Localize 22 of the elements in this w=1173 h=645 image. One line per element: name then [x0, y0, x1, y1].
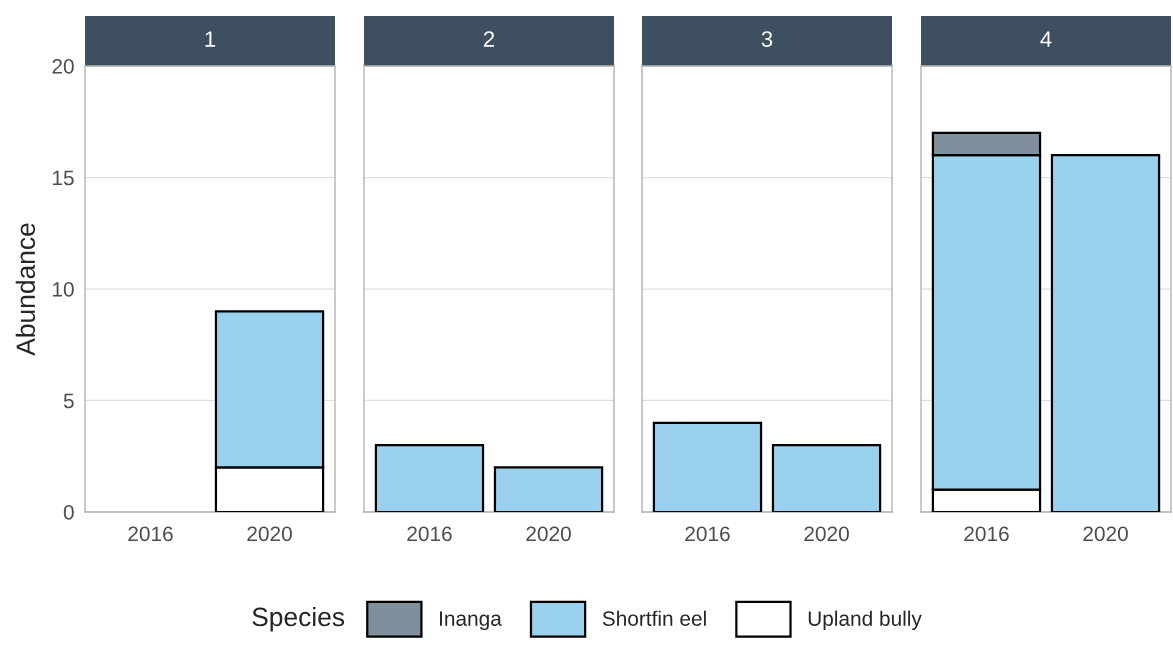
x-tick-label: 2016	[964, 526, 1009, 542]
x-tick-label: 2016	[685, 526, 730, 542]
legend-label: Inanga	[440, 611, 502, 631]
x-tick-label: 2016	[128, 526, 173, 542]
chart-title: 1	[205, 31, 216, 47]
y-tick-label: 20	[52, 59, 74, 74]
chart-title: 3	[761, 31, 773, 47]
x-tick-label: 2020	[526, 526, 571, 542]
x-tick-label: 2020	[804, 526, 849, 542]
legend-label: Upland bully	[808, 610, 922, 631]
legend-label: Shortfin eel	[602, 610, 706, 626]
y-tick-label: 0	[63, 505, 74, 520]
x-tick-label: 2020	[247, 526, 292, 542]
y-tick-label: 5	[63, 393, 74, 409]
y-axis-title: Abundance	[15, 223, 36, 356]
x-tick-label: 2016	[407, 526, 452, 542]
y-tick-label: 15	[53, 170, 74, 186]
x-tick-label: 2020	[1083, 526, 1128, 542]
legend-title: Species	[252, 606, 345, 632]
chart-title: 4	[1040, 31, 1052, 47]
chart-title: 2	[483, 31, 495, 47]
y-tick-label: 10	[53, 282, 74, 297]
